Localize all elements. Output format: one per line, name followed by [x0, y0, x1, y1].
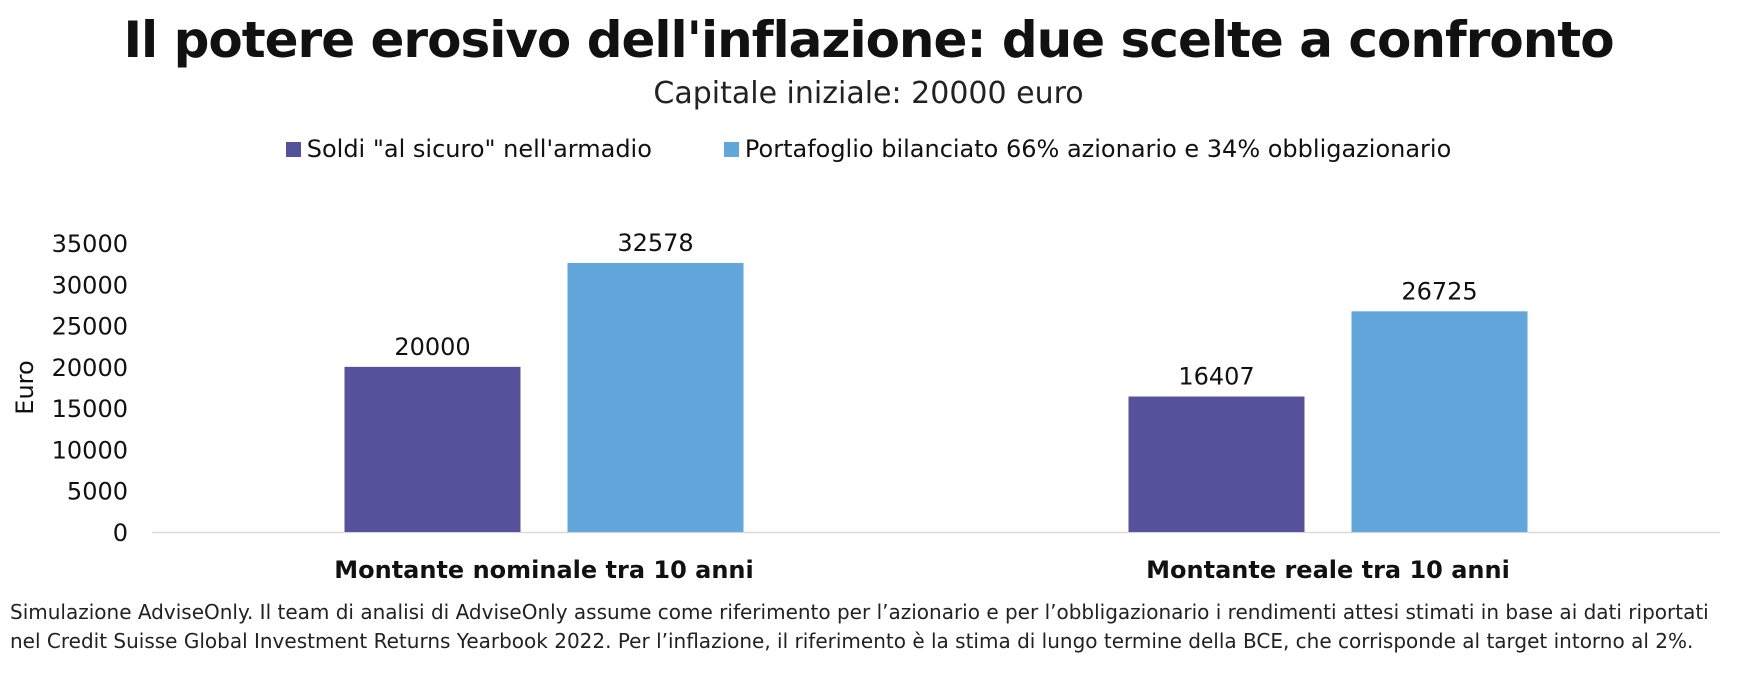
legend-label-series-2: Portafoglio bilanciato 66% azionario e 3… — [744, 135, 1452, 163]
bar-series-2-cat-1 — [567, 262, 744, 532]
bar-chart: 0 5000 10000 15000 20000 25000 30000 35000 Euro 2… — [11, 229, 1720, 584]
bar-series-1-cat-1 — [344, 366, 521, 532]
legend: Soldi "al sicuro" nell'armadio Portafogl… — [0, 131, 1737, 167]
chart-title: Il potere erosivo dell'inflazione: due s… — [123, 11, 1614, 69]
y-tick-label-30000: 30000 — [52, 271, 128, 299]
legend-label-series-1: Soldi "al sicuro" nell'armadio — [306, 135, 652, 163]
legend-item-series-2: Portafoglio bilanciato 66% azionario e 3… — [723, 131, 1452, 167]
chart-subtitle: Capitale iniziale: 20000 euro — [653, 76, 1084, 111]
legend-item-series-1: Soldi "al sicuro" nell'armadio — [285, 131, 652, 167]
y-tick-label-10000: 10000 — [52, 436, 128, 464]
y-tick-label-35000: 35000 — [52, 230, 128, 258]
legend-swatch-series-2 — [723, 141, 739, 157]
legend-swatch-series-1 — [285, 141, 301, 157]
y-tick-label-5000: 5000 — [67, 478, 128, 506]
bar-series-2-cat-2 — [1351, 311, 1528, 532]
y-axis-title: Euro — [11, 360, 39, 414]
x-category-label-2: Montante reale tra 10 anni — [1146, 556, 1510, 584]
data-label-series-2-cat-1: 32578 — [617, 229, 693, 257]
data-label-series-2-cat-2: 26725 — [1401, 277, 1477, 305]
y-tick-label-15000: 15000 — [52, 395, 128, 423]
y-tick-label-0: 0 — [113, 519, 128, 547]
y-tick-label-25000: 25000 — [52, 313, 128, 341]
footnote: Simulazione AdviseOnly. Il team di anali… — [10, 600, 1709, 653]
data-label-series-1-cat-1: 20000 — [394, 333, 470, 361]
x-category-label-1: Montante nominale tra 10 anni — [334, 556, 753, 584]
data-label-series-1-cat-2: 16407 — [1178, 363, 1254, 391]
bar-series-1-cat-2 — [1128, 396, 1305, 532]
y-tick-label-20000: 20000 — [52, 354, 128, 382]
